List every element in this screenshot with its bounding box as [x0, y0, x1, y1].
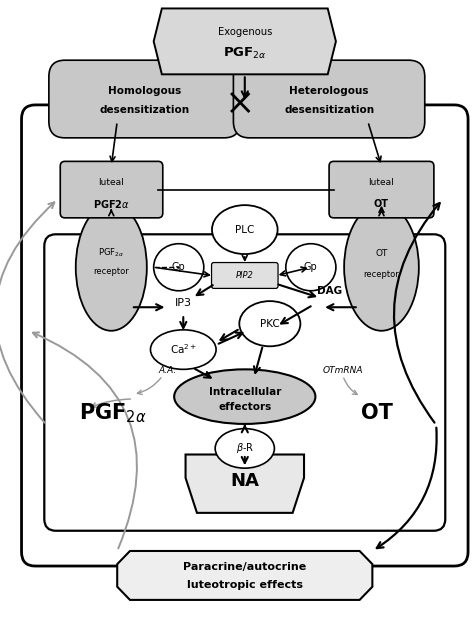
Text: Intracellular: Intracellular	[209, 387, 281, 397]
Text: PGF2$\alpha$: PGF2$\alpha$	[93, 198, 130, 210]
Text: Gp: Gp	[172, 262, 186, 272]
Ellipse shape	[154, 244, 204, 291]
Text: desensitization: desensitization	[284, 105, 374, 115]
Text: PGF$_{2\alpha}$: PGF$_{2\alpha}$	[98, 247, 124, 260]
Text: receptor: receptor	[364, 270, 400, 279]
FancyBboxPatch shape	[60, 161, 163, 218]
Ellipse shape	[215, 429, 274, 468]
Text: PGF$_{2\alpha}$: PGF$_{2\alpha}$	[223, 45, 266, 61]
Polygon shape	[117, 551, 373, 600]
Text: Gp: Gp	[304, 262, 318, 272]
Text: $\beta$-R: $\beta$-R	[236, 441, 254, 456]
Text: Paracrine/autocrine: Paracrine/autocrine	[183, 562, 306, 572]
FancyBboxPatch shape	[44, 234, 445, 531]
Text: IP3: IP3	[175, 297, 192, 308]
Text: luteotropic effects: luteotropic effects	[187, 580, 303, 590]
Ellipse shape	[174, 369, 315, 424]
Text: OT: OT	[361, 403, 393, 423]
Text: OT: OT	[374, 198, 389, 209]
Text: luteal: luteal	[99, 178, 124, 187]
Text: Exogenous: Exogenous	[218, 27, 272, 37]
Text: OTmRNA: OTmRNA	[322, 366, 363, 375]
Text: PLC: PLC	[235, 225, 255, 235]
Ellipse shape	[212, 205, 278, 254]
Text: desensitization: desensitization	[100, 105, 190, 115]
Text: A.A.: A.A.	[158, 366, 176, 375]
FancyBboxPatch shape	[211, 262, 278, 288]
Text: NA: NA	[230, 472, 259, 491]
Text: effectors: effectors	[218, 402, 272, 412]
Text: luteal: luteal	[369, 178, 394, 187]
FancyBboxPatch shape	[233, 60, 425, 138]
Ellipse shape	[286, 244, 336, 291]
Polygon shape	[185, 454, 304, 513]
Polygon shape	[154, 8, 336, 74]
Text: Homologous: Homologous	[108, 85, 181, 96]
Text: PKC: PKC	[260, 319, 280, 329]
Text: PIP2: PIP2	[236, 271, 254, 280]
Ellipse shape	[76, 204, 147, 330]
Text: Heterologous: Heterologous	[289, 85, 369, 96]
Ellipse shape	[239, 301, 301, 346]
Text: Ca$^{2+}$: Ca$^{2+}$	[170, 343, 197, 357]
FancyBboxPatch shape	[329, 161, 434, 218]
Ellipse shape	[150, 330, 216, 369]
Text: OT: OT	[375, 249, 388, 258]
Ellipse shape	[344, 204, 419, 330]
FancyBboxPatch shape	[21, 105, 468, 566]
Text: receptor: receptor	[93, 267, 129, 276]
Text: PGF$_{2\alpha}$: PGF$_{2\alpha}$	[79, 401, 146, 425]
Text: DAG: DAG	[317, 286, 342, 296]
FancyBboxPatch shape	[49, 60, 240, 138]
